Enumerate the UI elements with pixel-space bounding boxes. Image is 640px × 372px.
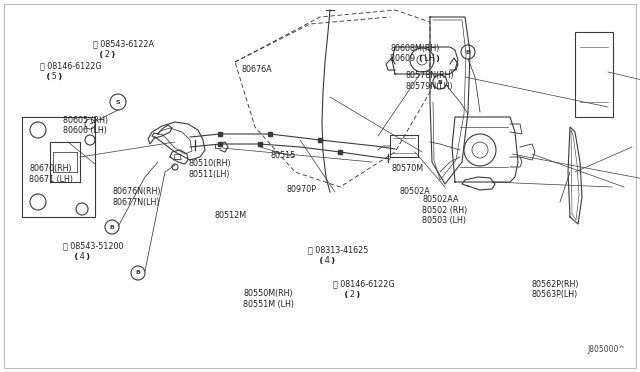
Text: Ⓢ 08543-51200
    ❪4❫: Ⓢ 08543-51200 ❪4❫ [63,241,124,260]
Bar [575,32,613,117]
Text: 80550M(RH)
80551M (LH): 80550M(RH) 80551M (LH) [243,289,294,309]
Text: 80515: 80515 [271,151,296,160]
Text: 80676A: 80676A [242,65,273,74]
Text: 80605 (RH)
80606 (LH): 80605 (RH) 80606 (LH) [63,116,108,135]
Text: 80562P(RH)
80563P(LH): 80562P(RH) 80563P(LH) [531,280,579,299]
Text: Ⓑ 08313-41625
    ❪4❫: Ⓑ 08313-41625 ❪4❫ [308,246,369,265]
Text: 80670(RH)
80671 (LH): 80670(RH) 80671 (LH) [29,164,74,184]
Text: 80676N(RH)
80677N(LH): 80676N(RH) 80677N(LH) [113,187,161,206]
Text: 80570M: 80570M [392,164,424,173]
Text: B: B [136,270,140,276]
Text: 80510(RH)
80511(LH): 80510(RH) 80511(LH) [189,159,232,179]
Text: 80970P: 80970P [286,185,316,194]
Bar [390,135,418,157]
Text: J805000^: J805000^ [588,345,625,354]
Text: Ⓑ 08146-6122G
    ❪2❫: Ⓑ 08146-6122G ❪2❫ [333,280,394,299]
Text: B: B [438,80,442,84]
Text: 80608M(RH)
80609 ❪LH❫: 80608M(RH) 80609 ❪LH❫ [390,44,442,63]
Text: 80502AA
80502 (RH)
80503 (LH): 80502AA 80502 (RH) 80503 (LH) [422,195,468,225]
Text: B: B [109,224,115,230]
Text: S: S [116,99,120,105]
Text: Ⓑ 08146-6122G
  ❪5❫: Ⓑ 08146-6122G ❪5❫ [40,61,102,81]
Text: Ⓑ 08543-6122A
  ❪2❫: Ⓑ 08543-6122A ❪2❫ [93,39,154,58]
Text: 80512M: 80512M [214,211,246,219]
Text: B: B [465,49,470,55]
Text: 80578N(RH)
80579N(LH): 80578N(RH) 80579N(LH) [405,71,454,91]
Text: 80502A: 80502A [400,187,431,196]
